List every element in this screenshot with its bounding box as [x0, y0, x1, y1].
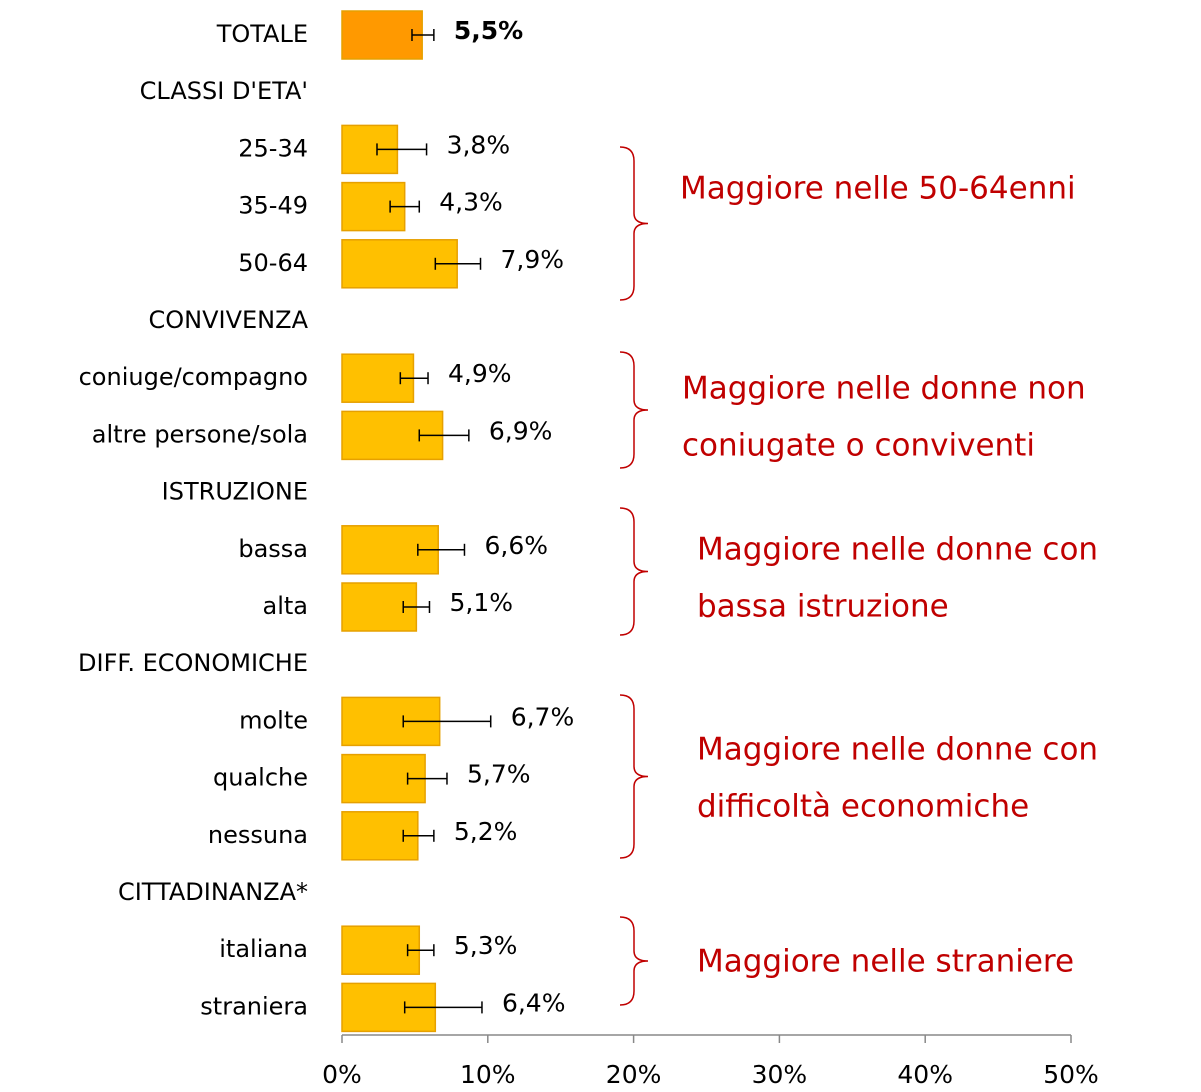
category-label: CLASSI D'ETA': [140, 77, 308, 105]
annotation: Maggiore nelle donne non: [682, 371, 1086, 407]
value-label: 5,2%: [454, 817, 518, 846]
error-bar: [376, 143, 428, 156]
category-label: ISTRUZIONE: [162, 478, 308, 506]
bracket: [619, 146, 649, 301]
bracket: [619, 916, 649, 1006]
category-label: bassa: [238, 535, 308, 563]
category-label: DIFF. ECONOMICHE: [78, 649, 308, 677]
annotation: Maggiore nelle straniere: [697, 944, 1074, 980]
x-tick-label: 50%: [1043, 1060, 1099, 1089]
category-label: CONVIVENZA: [149, 306, 309, 334]
error-bar: [402, 829, 435, 842]
error-bar: [411, 29, 435, 41]
category-label: alta: [263, 592, 309, 620]
value-label: 4,3%: [439, 188, 503, 217]
error-bar: [406, 944, 435, 957]
annotation: coniugate o conviventi: [682, 428, 1035, 464]
annotation: Maggiore nelle donne con: [697, 732, 1098, 768]
category-label: molte: [239, 706, 308, 734]
value-label: 5,3%: [454, 931, 518, 960]
category-label: straniera: [200, 992, 308, 1020]
category-label: 25-34: [238, 134, 308, 162]
error-bar: [402, 601, 431, 613]
error-bar: [402, 715, 492, 728]
annotation: difficoltà economiche: [697, 789, 1029, 825]
value-label: 5,7%: [467, 760, 531, 789]
value-label: 5,5%: [454, 16, 523, 45]
x-tick-label: 0%: [322, 1060, 362, 1089]
value-label: 5,1%: [449, 588, 513, 617]
bar: [341, 925, 421, 975]
category-label: qualche: [213, 764, 308, 792]
value-label: 6,7%: [511, 702, 575, 731]
bracket: [619, 351, 649, 469]
annotation: bassa istruzione: [697, 589, 949, 625]
bar: [341, 10, 423, 60]
category-label: italiana: [219, 935, 308, 963]
x-tick-label: 20%: [606, 1060, 662, 1089]
category-label: nessuna: [208, 821, 308, 849]
category-label: altre persone/sola: [92, 420, 308, 448]
category-label: coniuge/compagno: [79, 363, 308, 391]
annotation: Maggiore nelle donne con: [697, 532, 1098, 568]
category-label: CITTADINANZA*: [118, 878, 308, 906]
error-bar: [418, 429, 470, 442]
x-tick-label: 30%: [752, 1060, 808, 1089]
value-label: 7,9%: [501, 245, 565, 274]
error-bar: [403, 1001, 483, 1014]
value-label: 6,6%: [484, 531, 548, 560]
value-label: 3,8%: [447, 130, 511, 159]
bracket: [619, 507, 649, 636]
error-bar: [417, 543, 466, 556]
annotation: Maggiore nelle 50-64enni: [680, 171, 1076, 207]
error-bar: [399, 372, 429, 385]
value-label: 4,9%: [448, 359, 512, 388]
category-label: TOTALE: [216, 20, 308, 48]
category-label: 35-49: [238, 192, 308, 220]
value-label: 6,9%: [489, 416, 553, 445]
value-label: 6,4%: [502, 988, 566, 1017]
error-bar: [434, 257, 482, 270]
x-tick-label: 10%: [460, 1060, 516, 1089]
category-label: 50-64: [238, 249, 308, 277]
error-bar: [389, 200, 421, 213]
error-bar: [406, 772, 448, 785]
bracket: [619, 694, 649, 859]
x-tick-label: 40%: [897, 1060, 953, 1089]
